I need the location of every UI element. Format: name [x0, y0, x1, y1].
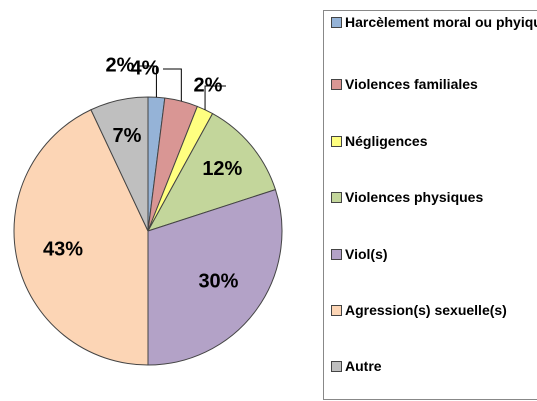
legend-item: Viol(s) — [331, 245, 537, 263]
pie-slice — [147, 188, 283, 366]
legend-label: Violences familiales — [345, 76, 478, 92]
legend-swatch — [331, 136, 342, 147]
legend-label: Autre — [345, 358, 382, 374]
legend-item: Agression(s) sexuelle(s) — [331, 301, 537, 319]
legend-item: Harcèlement moral ou phyique — [331, 13, 537, 31]
legend-item: Violences familiales — [331, 75, 537, 93]
legend-item: Violences physiques — [331, 188, 537, 206]
pie-slice — [13, 109, 149, 366]
legend-label: Agression(s) sexuelle(s) — [345, 302, 507, 318]
legend: Harcèlement moral ou phyique Violences fa… — [323, 10, 537, 400]
data-label: 43% — [43, 238, 83, 260]
legend-swatch — [331, 192, 342, 203]
leader-line — [138, 65, 157, 98]
pie-slice — [90, 96, 149, 232]
legend-swatch — [331, 361, 342, 372]
legend-label: Harcèlement moral ou phyique — [345, 14, 537, 30]
legend-item: Autre — [331, 357, 537, 375]
data-label: 12% — [202, 158, 242, 180]
leader-line — [204, 85, 226, 110]
pie-area: 2%4%2%12%30%43%7% — [13, 54, 283, 366]
legend-item: Négligences — [331, 132, 537, 150]
legend-swatch — [331, 17, 342, 28]
data-label: 4% — [131, 57, 160, 79]
legend-label: Négligences — [345, 133, 428, 149]
data-label: 30% — [198, 270, 238, 292]
legend-label: Violences physiques — [345, 189, 484, 205]
data-label: 2% — [106, 54, 135, 76]
data-label: 2% — [194, 74, 223, 96]
legend-swatch — [331, 79, 342, 90]
legend-label: Viol(s) — [345, 246, 388, 262]
legend-swatch — [331, 249, 342, 260]
pie-slice — [146, 112, 277, 232]
legend-swatch — [331, 305, 342, 316]
leader-line — [163, 68, 182, 102]
data-label: 7% — [113, 125, 142, 147]
